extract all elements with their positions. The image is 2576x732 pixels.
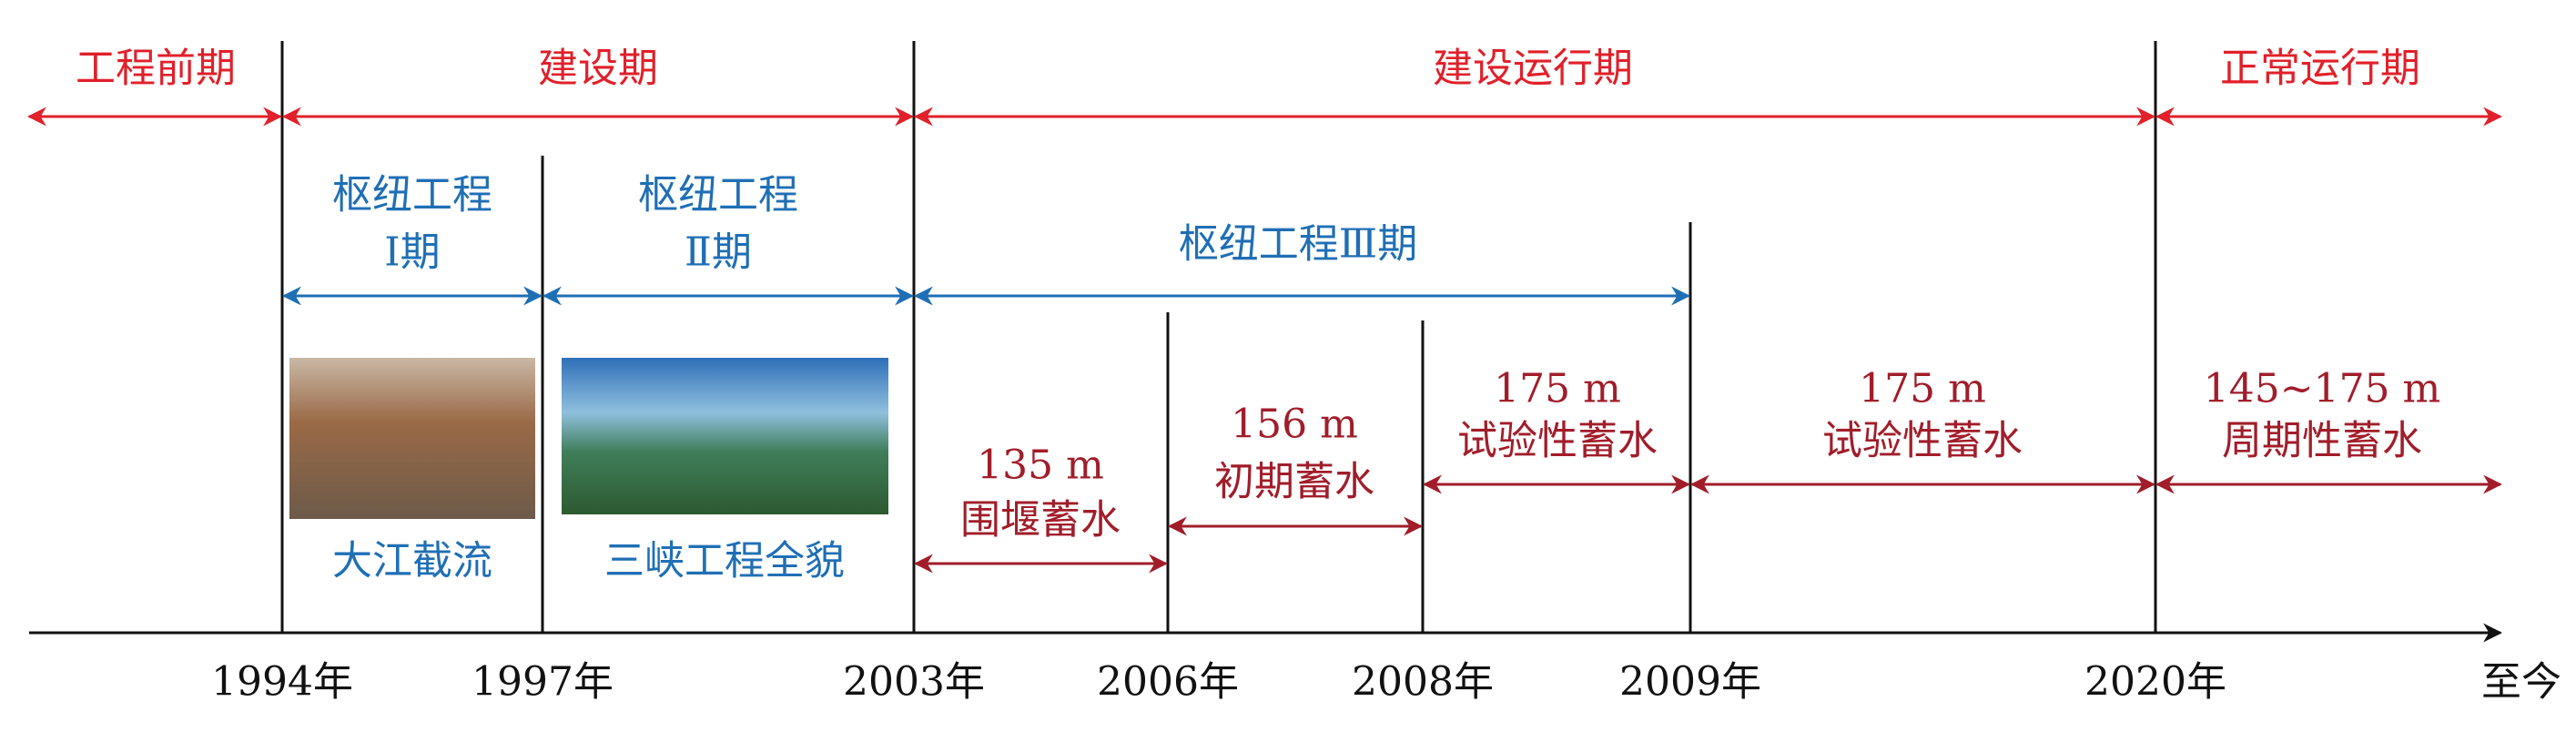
storage-level: 156 m bbox=[1231, 402, 1358, 448]
photo-river-closure bbox=[289, 358, 535, 519]
year-label: 2020年 bbox=[2084, 659, 2226, 706]
stage-label: 枢纽工程 bbox=[638, 172, 798, 219]
storage-label: 围堰蓄水 bbox=[960, 497, 1121, 544]
year-label: 2003年 bbox=[843, 659, 985, 706]
storage-arrows bbox=[913, 474, 2503, 574]
phase-label: 建设期 bbox=[538, 46, 658, 92]
photo-caption: 大江截流 bbox=[332, 538, 492, 585]
storage-label: 周期性蓄水 bbox=[2222, 418, 2422, 464]
storage-level: 145~175 m bbox=[2204, 366, 2441, 412]
year-label: 2009年 bbox=[1619, 659, 1761, 706]
year-label: 1994年 bbox=[211, 659, 353, 706]
storage-level: 175 m bbox=[1494, 366, 1621, 412]
stage-label: 枢纽工程 bbox=[332, 172, 492, 219]
stage-label: Ⅰ期 bbox=[384, 229, 440, 276]
year-label: 2008年 bbox=[1352, 659, 1494, 706]
phase-label: 工程前期 bbox=[76, 46, 236, 92]
phase-label: 正常运行期 bbox=[2220, 46, 2420, 92]
year-label: 至今 bbox=[2481, 659, 2561, 706]
phase-label: 建设运行期 bbox=[1433, 46, 1633, 92]
storage-label: 初期蓄水 bbox=[1214, 459, 1374, 505]
storage-label: 试验性蓄水 bbox=[1822, 418, 2023, 464]
storage-label: 试验性蓄水 bbox=[1457, 418, 1658, 464]
year-label: 1997年 bbox=[472, 659, 614, 706]
storage-level: 175 m bbox=[1859, 366, 1986, 412]
storage-level: 135 m bbox=[977, 442, 1104, 489]
photo-panorama bbox=[562, 358, 888, 514]
stage-label: Ⅱ期 bbox=[685, 229, 752, 276]
year-label: 2006年 bbox=[1097, 659, 1239, 706]
stage-label: 枢纽工程Ⅲ期 bbox=[1179, 221, 1417, 268]
photo-caption: 三峡工程全貌 bbox=[604, 538, 845, 585]
